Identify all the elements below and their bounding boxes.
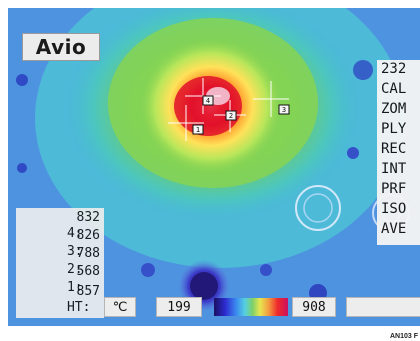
menu-item-ply[interactable]: PLY — [381, 121, 407, 137]
menu-item-232[interactable]: 232 — [381, 61, 407, 77]
temperature-readout: 4: 832 3: 826 2: 788 1: 568 HT: 857 — [16, 208, 104, 318]
readout-row: 4: 832 — [66, 210, 100, 241]
status-blank-field — [346, 297, 420, 317]
brand-logo: Avio — [22, 33, 100, 61]
celsius-icon[interactable]: ℃ — [104, 297, 136, 317]
menu-item-zom[interactable]: ZOM — [381, 101, 407, 117]
svg-text:2: 2 — [229, 112, 233, 120]
scale-min-value: 199 — [156, 297, 202, 317]
color-scale-bar — [214, 298, 288, 316]
cursor-2[interactable]: 2 — [214, 100, 246, 132]
svg-text:1: 1 — [196, 126, 200, 134]
menu-item-iso[interactable]: ISO — [381, 201, 407, 217]
status-bar: ℃ 199 908 — [16, 297, 420, 318]
cursor-4[interactable]: 4 — [185, 78, 221, 114]
scale-max-value: 908 — [292, 297, 336, 317]
side-menu: 232 CAL ZOM PLY REC INT PRF ISO AVE — [377, 60, 420, 245]
menu-item-ave[interactable]: AVE — [381, 221, 407, 237]
cursor-1[interactable]: 1 — [168, 105, 204, 141]
readout-row: 2: 788 — [66, 246, 100, 277]
cursor-3[interactable]: 3 — [253, 81, 290, 117]
figure-caption: AN103 F — [389, 333, 418, 340]
readout-row: 3: 826 — [66, 228, 100, 259]
thermal-view: 4 3 2 1 Avio 232 CAL ZOM PLY REC INT PRF… — [8, 8, 420, 326]
menu-item-prf[interactable]: PRF — [381, 181, 407, 197]
readout-row-ht: HT: 857 — [66, 284, 100, 315]
svg-text:4: 4 — [206, 97, 210, 105]
readout-row: 1: 568 — [66, 264, 100, 295]
thermal-image: 4 3 2 1 — [8, 8, 420, 326]
menu-item-cal[interactable]: CAL — [381, 81, 407, 97]
svg-text:3: 3 — [282, 106, 286, 114]
menu-item-int[interactable]: INT — [381, 161, 407, 177]
menu-item-rec[interactable]: REC — [381, 141, 407, 157]
